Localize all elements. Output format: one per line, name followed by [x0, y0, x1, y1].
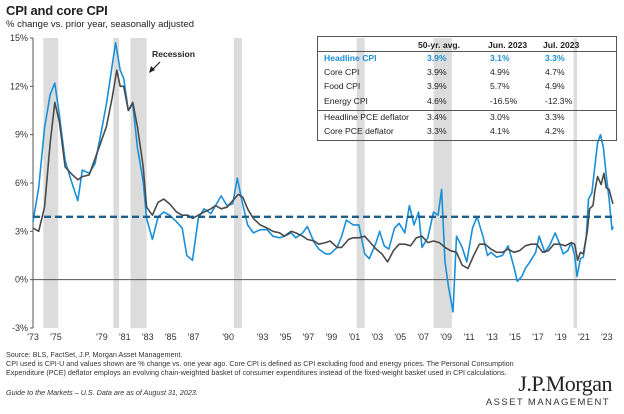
recession-bar — [43, 38, 59, 328]
x-tick-label: '99 — [326, 332, 338, 342]
x-tick-label: '03 — [371, 332, 383, 342]
table-cell-avg: 3.9% — [427, 67, 447, 78]
footnote-guide-text: Guide to the Markets – U.S. Data are as … — [6, 388, 198, 397]
recession-annotation: Recession — [152, 49, 195, 59]
table-row-label: Core CPI — [324, 67, 360, 78]
footnote-guide: Guide to the Markets – U.S. Data are as … — [6, 388, 546, 397]
table-cell-jun: 3.0% — [490, 111, 510, 122]
x-tick-label: '01 — [348, 332, 360, 342]
cpi-chart: -3% 0% 3% 6% 9% 12% 15% '73 '75 '79 '81 '83 '85 '87 '9… — [10, 33, 616, 342]
table-row-label: Headline CPI — [324, 53, 377, 63]
table-cell-jun: 3.1% — [490, 53, 510, 63]
x-tick-label: '97 — [303, 332, 315, 342]
footnote-source: Source: BLS, FactSet, J.P. Morgan Asset … — [6, 350, 183, 359]
x-tick-label: '11 — [464, 332, 475, 342]
y-tick-label: 3% — [15, 226, 28, 236]
x-tick-label: '15 — [509, 332, 521, 342]
y-tick-label: 12% — [10, 81, 28, 91]
x-tick-label: '90 — [222, 332, 234, 342]
x-tick-label: '83 — [142, 332, 154, 342]
x-tick-label: '93 — [257, 332, 269, 342]
y-tick-label: 15% — [10, 33, 28, 43]
table-cell-jun: -16.5% — [490, 95, 518, 106]
table-row-label: Core PCE deflator — [324, 126, 394, 136]
table-border — [317, 36, 617, 141]
x-tick-label: '17 — [532, 332, 544, 342]
x-tick-label: '23 — [601, 332, 613, 342]
table-cell-jul: 4.2% — [545, 126, 565, 136]
asset-management-logo: ASSET MANAGEMENT — [485, 397, 610, 408]
table-cell-jun: 5.7% — [490, 81, 510, 92]
x-tick-label: '81 — [119, 332, 131, 342]
table-cell-avg: 3.4% — [427, 111, 447, 122]
x-tick-label: '07 — [417, 332, 429, 342]
table-cell-jul: 4.9% — [545, 81, 565, 92]
x-tick-label: '21 — [578, 332, 590, 342]
table-separator — [317, 110, 617, 111]
recession-bar — [356, 38, 365, 328]
y-tick-label: -3% — [12, 323, 28, 333]
recession-arrowhead — [149, 66, 155, 73]
table-header-separator — [317, 51, 617, 52]
table-cell-jul: 3.3% — [545, 53, 565, 63]
jpmorgan-logo: J.P.Morgan — [518, 371, 612, 396]
table-row-label: Headline PCE deflator — [324, 111, 410, 122]
chart-title: CPI and core CPI — [6, 3, 108, 18]
table-cell-jul: 4.7% — [545, 67, 565, 78]
table-cell-avg: 3.3% — [427, 126, 447, 136]
table-cell-avg: 4.6% — [427, 95, 447, 106]
recession-bar — [573, 38, 577, 328]
table-cell-jun: 4.1% — [490, 126, 510, 136]
table-header-avg: 50-yr. avg. — [418, 40, 461, 50]
footnote-definitions: CPI used is CPI-U and values shown are %… — [6, 359, 514, 377]
x-tick-label: '87 — [188, 332, 200, 342]
headline-cpi-line — [32, 42, 614, 313]
y-tick-label: 9% — [15, 130, 28, 140]
table-cell-jul: 3.3% — [545, 111, 565, 122]
x-tick-label: '19 — [555, 332, 567, 342]
x-tick-label: '95 — [280, 332, 292, 342]
table-row-label: Energy CPI — [324, 95, 368, 106]
x-tick-label: '09 — [440, 332, 452, 342]
table-cell-avg: 3.9% — [427, 81, 447, 92]
table-header-jun: Jun. 2023 — [488, 40, 528, 50]
core-cpi-line — [32, 69, 614, 270]
x-tick-label: '75 — [50, 332, 62, 342]
chart-subtitle: % change vs. prior year, seasonally adju… — [6, 19, 194, 30]
y-tick-label: 6% — [15, 178, 28, 188]
recession-bar — [113, 38, 120, 328]
x-tick-label: '05 — [394, 332, 406, 342]
y-tick-label: 0% — [15, 275, 28, 285]
table-cell-avg: 3.9% — [427, 53, 447, 63]
x-tick-label: '13 — [486, 332, 498, 342]
table-row-label: Food CPI — [324, 81, 361, 92]
table-cell-jun: 4.9% — [490, 67, 510, 78]
x-tick-label: '79 — [96, 332, 108, 342]
x-tick-label: '73 — [27, 332, 39, 342]
table-header-jul: Jul. 2023 — [543, 40, 580, 50]
table-cell-jul: -12.3% — [545, 95, 573, 106]
x-tick-label: '85 — [165, 332, 177, 342]
